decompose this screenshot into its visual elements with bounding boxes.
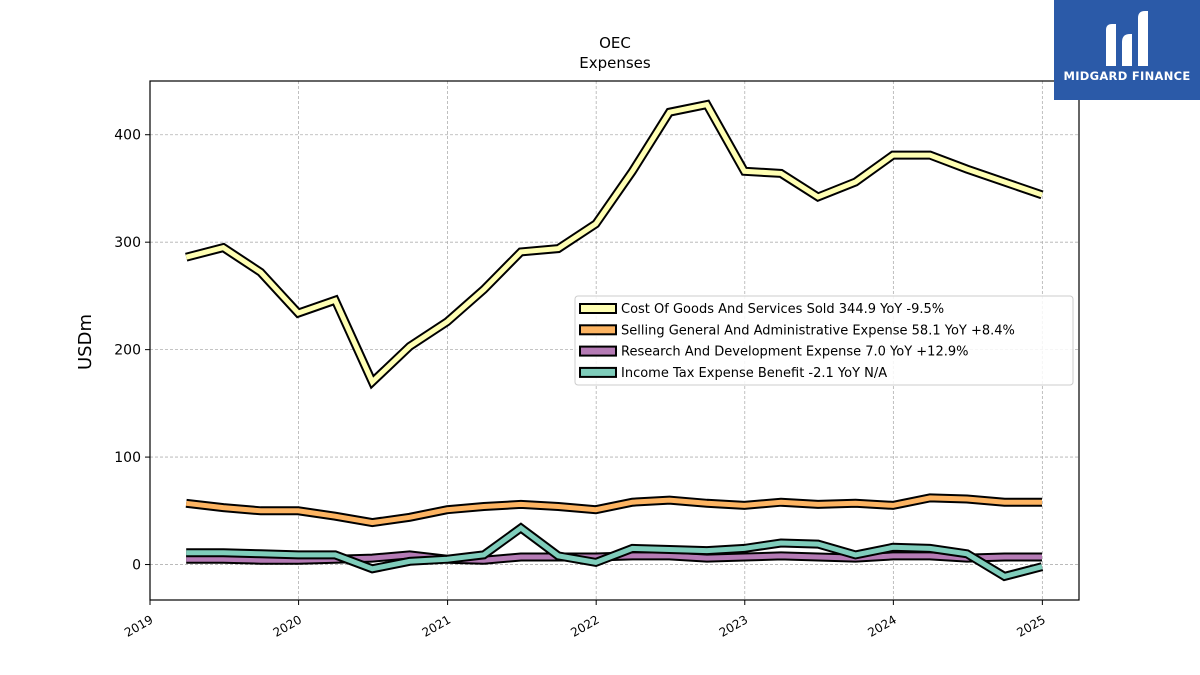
- x-tick-label: 2019: [122, 612, 155, 639]
- legend: Cost Of Goods And Services Sold 344.9 Yo…: [574, 295, 1074, 386]
- legend-item: Selling General And Administrative Expen…: [579, 323, 1015, 338]
- legend-item: Research And Development Expense 7.0 YoY…: [579, 345, 968, 360]
- x-tick-label: 2021: [420, 612, 453, 639]
- x-tick-label: 2024: [865, 612, 898, 639]
- legend-box: [574, 295, 1074, 386]
- legend-swatch: [579, 345, 617, 357]
- legend-swatch: [579, 303, 617, 314]
- legend-label: Cost Of Goods And Services Sold 344.9 Yo…: [621, 302, 944, 317]
- plot-frame: [149, 80, 1080, 601]
- y-tick-label: 400: [114, 128, 141, 144]
- brand-logo: MIDGARD FINANCE: [1054, 0, 1200, 100]
- legend-item: Cost Of Goods And Services Sold 344.9 Yo…: [579, 302, 944, 317]
- legend-label: Research And Development Expense 7.0 YoY…: [621, 345, 968, 360]
- midgard-logo-icon: [1106, 11, 1148, 66]
- legend-item: Income Tax Expense Benefit -2.1 YoY N/A: [579, 366, 887, 381]
- series-line: [186, 524, 1043, 580]
- x-tick-label: 2025: [1014, 612, 1047, 639]
- chart-subtitle: Expenses: [579, 54, 651, 72]
- y-tick-label: 200: [114, 343, 141, 359]
- legend-swatch: [579, 324, 617, 336]
- x-tick-label: 2020: [271, 612, 304, 639]
- series-selling-general-and-administrative-expense: [185, 493, 1042, 528]
- y-tick-label: 300: [114, 235, 141, 251]
- series-outline: [186, 522, 1044, 582]
- legend-label: Selling General And Administrative Expen…: [621, 323, 1015, 338]
- series-lines: [185, 99, 1044, 582]
- legend-label: Income Tax Expense Benefit -2.1 YoY N/A: [621, 366, 887, 381]
- y-tick-label: 100: [114, 450, 141, 466]
- series-line: [185, 101, 1043, 387]
- x-tick-label: 2022: [568, 612, 601, 639]
- series-income-tax-expense-benefit: [186, 522, 1044, 582]
- x-tick-label: 2023: [717, 612, 750, 639]
- legend-swatch: [579, 366, 617, 378]
- y-axis-label: USDm: [75, 314, 96, 370]
- series-line: [185, 495, 1042, 526]
- series-cost-of-goods-and-services-sold: [185, 99, 1044, 390]
- chart-title: OEC: [599, 34, 631, 52]
- brand-name: MIDGARD FINANCE: [1063, 69, 1191, 83]
- y-tick-label: 0: [132, 558, 141, 574]
